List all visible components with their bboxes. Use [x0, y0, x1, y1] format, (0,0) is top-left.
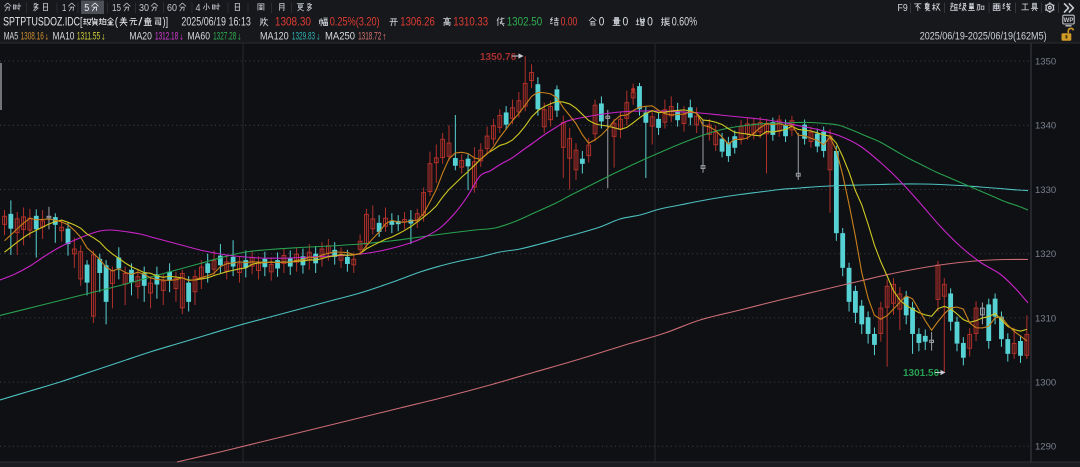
svg-text:F9: F9 — [898, 2, 908, 14]
svg-text:↓: ↓ — [101, 31, 106, 42]
svg-text:1327.28: 1327.28 — [213, 30, 236, 42]
svg-text:0: 0 — [599, 14, 605, 28]
svg-text:60: 60 — [167, 3, 177, 14]
svg-text:WP: WP — [1064, 18, 1074, 24]
svg-text:(: ( — [115, 14, 118, 28]
svg-text:0.60%: 0.60% — [672, 14, 698, 28]
svg-text:0.00: 0.00 — [561, 14, 578, 28]
svg-text:MA120: MA120 — [260, 30, 289, 42]
svg-text:1310.33: 1310.33 — [453, 14, 488, 28]
svg-text:MA60: MA60 — [188, 30, 211, 42]
svg-text:1300: 1300 — [1035, 378, 1056, 389]
svg-text:1306.26: 1306.26 — [400, 14, 435, 28]
svg-text:0.25%(3.20): 0.25%(3.20) — [330, 14, 380, 28]
svg-text:1: 1 — [62, 3, 67, 14]
svg-text:MA20: MA20 — [129, 30, 152, 42]
svg-text:1350.76: 1350.76 — [480, 52, 517, 63]
svg-text:1290: 1290 — [1035, 442, 1056, 453]
svg-text:1312.18: 1312.18 — [155, 30, 178, 42]
svg-text:1308.16: 1308.16 — [21, 30, 44, 42]
svg-text:1330: 1330 — [1035, 185, 1056, 196]
svg-text:1320: 1320 — [1035, 249, 1056, 260]
svg-text:1318.72: 1318.72 — [358, 30, 381, 42]
svg-text:1311.55: 1311.55 — [77, 30, 100, 42]
svg-text:MA5: MA5 — [4, 30, 18, 42]
svg-text:MA250: MA250 — [325, 30, 355, 42]
svg-text:2025/06/19 16:13: 2025/06/19 16:13 — [181, 14, 251, 28]
svg-text:1301.50: 1301.50 — [903, 368, 940, 379]
svg-text:2025/06/19-2025/06/19(162M5): 2025/06/19-2025/06/19(162M5) — [920, 30, 1047, 42]
svg-text:1302.50: 1302.50 — [507, 14, 543, 28]
svg-text:1329.83: 1329.83 — [292, 30, 315, 42]
svg-text:1350: 1350 — [1035, 57, 1056, 68]
svg-text:30: 30 — [139, 3, 149, 14]
svg-text:↑: ↑ — [382, 31, 387, 42]
svg-text:0: 0 — [623, 14, 629, 28]
svg-text:5: 5 — [84, 3, 89, 14]
svg-text:0: 0 — [647, 14, 653, 28]
svg-text:↓: ↓ — [179, 31, 184, 42]
svg-text:15: 15 — [112, 3, 121, 14]
svg-text:1308.30: 1308.30 — [275, 14, 311, 28]
svg-text:1310: 1310 — [1035, 313, 1056, 324]
svg-text:MA10: MA10 — [53, 30, 75, 42]
svg-text:1340: 1340 — [1035, 121, 1056, 132]
svg-text:)]: )] — [163, 14, 169, 28]
svg-text:SPTPTUSDOZ.IDC[: SPTPTUSDOZ.IDC[ — [3, 14, 83, 28]
svg-text:↓: ↓ — [237, 31, 242, 42]
svg-text:↓: ↓ — [44, 31, 49, 42]
svg-text:/: / — [138, 14, 143, 28]
svg-text:4: 4 — [196, 3, 201, 14]
svg-text:↓: ↓ — [316, 31, 321, 42]
